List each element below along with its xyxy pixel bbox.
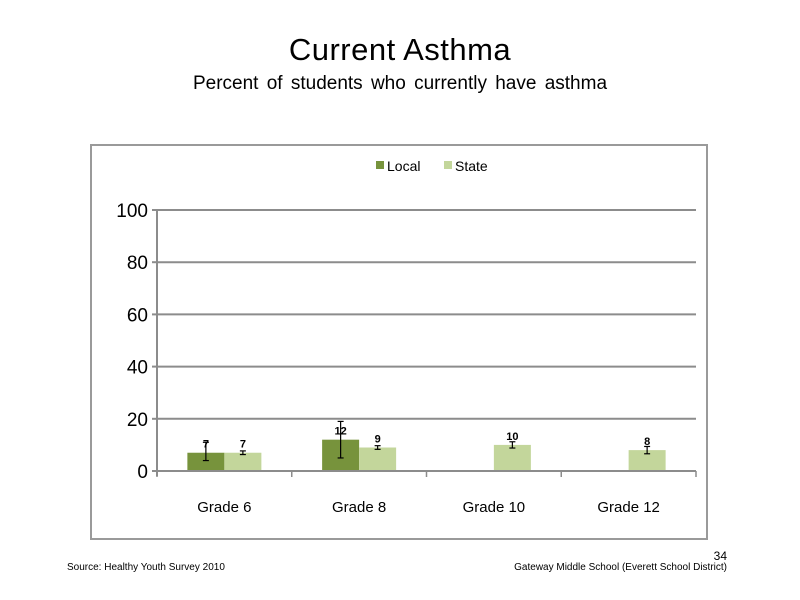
bar-state [628,450,666,471]
slide-title: Current Asthma [288,32,512,67]
page-number: 34 [713,549,727,563]
x-tick-label: Grade 10 [463,499,526,516]
y-tick-label: 100 [116,201,148,222]
y-tick-label: 60 [127,305,148,326]
organization-note: Gateway Middle School (Everett School Di… [514,562,727,573]
bar-state [493,444,531,471]
bar-state [359,447,397,471]
y-tick-label: 40 [127,358,148,379]
chart-frame [90,144,708,540]
legend-label-local: Local [387,158,420,174]
y-tick-label: 0 [137,462,148,483]
x-tick-label: Grade 6 [197,499,251,516]
data-label: 12 [335,426,347,438]
y-tick-label: 20 [127,410,148,431]
slide-subtitle: Percent of students who currently have a… [192,73,608,94]
legend-swatch-local [376,161,384,169]
y-tick-label: 80 [127,253,148,274]
bar-local [187,452,225,471]
legend-label-state: State [455,158,488,174]
x-tick-label: Grade 12 [597,499,660,516]
x-tick-label: Grade 8 [332,499,386,516]
legend-swatch-state [444,161,452,169]
data-label: 10 [506,431,518,443]
data-label: 7 [203,439,209,451]
bar-state [224,452,262,471]
data-label: 8 [644,436,650,448]
data-label: 7 [240,439,246,451]
source-note: Source: Healthy Youth Survey 2010 [67,562,225,573]
data-label: 9 [375,434,381,446]
